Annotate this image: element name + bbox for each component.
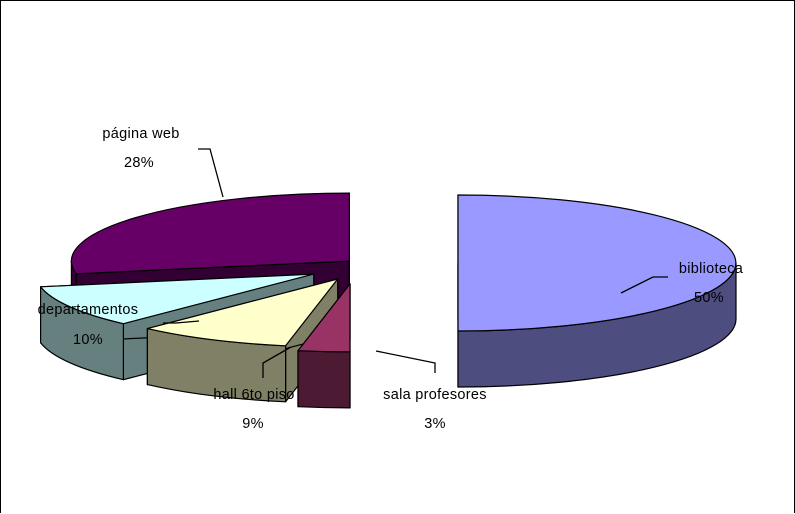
slice-percent-biblioteca: 50%: [694, 290, 724, 306]
slices-group: [40, 192, 737, 409]
leader-line-departamentos: [163, 320, 200, 324]
pie-slice-biblioteca: [457, 194, 737, 388]
slice-label-departamentos: departamentos: [38, 302, 139, 318]
leader-line-biblioteca: [620, 276, 668, 294]
slice-label-pagina-web: página web: [102, 126, 179, 142]
slice-percent-hall: 9%: [242, 416, 264, 432]
slice-percent-pagina-web: 28%: [124, 155, 154, 171]
slice-label-sala: sala profesores: [383, 387, 487, 403]
slice-label-biblioteca: biblioteca: [679, 261, 744, 277]
leader-line-pagina-web: [198, 148, 224, 198]
slice-label-hall: hall 6to piso: [213, 387, 294, 403]
leader-line-sala: [375, 350, 436, 373]
pie-slice-sala-profesores: [297, 283, 351, 409]
slice-percent-sala: 3%: [424, 416, 446, 432]
leader-line-hall: [262, 346, 292, 378]
slice-percent-departamentos: 10%: [73, 332, 103, 348]
